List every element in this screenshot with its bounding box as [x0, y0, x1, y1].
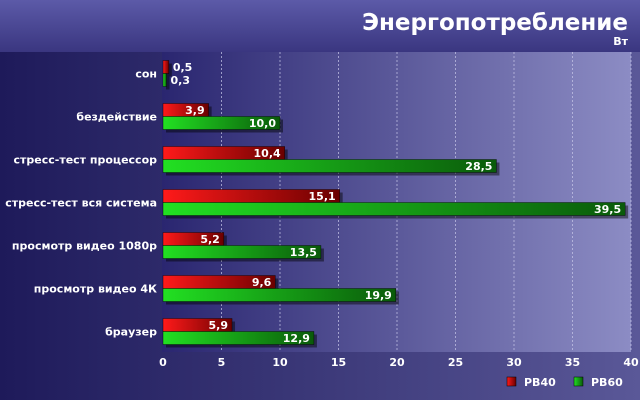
legend-label-pb40: PB40: [524, 376, 556, 389]
bar-pb60-value-label: 0,3: [171, 74, 191, 87]
legend: PB40 PB60: [506, 376, 623, 389]
header-band: [0, 0, 640, 52]
x-tick-labels: 0 5 10 15 20 25 30 35 40: [159, 356, 639, 369]
bar-pb40-value-label: 5,9: [209, 319, 229, 332]
bar-pb60-value-label: 39,5: [594, 203, 621, 216]
bar-pb60: [162, 159, 497, 173]
legend-swatch-pb40: [506, 376, 517, 387]
bar-pb40-value-label: 5,2: [200, 233, 220, 246]
bar-pb60-value-label: 19,9: [365, 289, 392, 302]
x-tick-label: 30: [506, 356, 522, 369]
x-tick-label: 10: [272, 356, 288, 369]
bar-pb60: [162, 73, 167, 87]
category-label: браузер: [105, 326, 157, 339]
bar-pb40-value-label: 0,5: [173, 61, 193, 74]
category-label: стресс-тест вся система: [5, 197, 157, 210]
legend-swatch-pb60: [573, 376, 584, 387]
x-tick-label: 35: [565, 356, 580, 369]
bar-pb60-value-label: 12,9: [283, 332, 310, 345]
bar-pb40-value-label: 15,1: [309, 190, 336, 203]
category-label: стресс-тест процессор: [13, 154, 157, 167]
bar-pb60-value-label: 13,5: [290, 246, 317, 259]
bar-pb60: [162, 288, 397, 302]
bar-pb60: [162, 202, 626, 216]
legend-label-pb60: PB60: [591, 376, 623, 389]
category-label: сон: [135, 68, 157, 81]
bar-pb60: [162, 116, 281, 130]
category-label: просмотр видео 1080р: [12, 240, 157, 253]
bars: 0,50,3 3,9 10,0 10,4 28,5 15,1 39,5 5,2 13,5 9,6 1…: [162, 60, 629, 348]
x-tick-label: 5: [218, 356, 226, 369]
bar-pb60: [162, 245, 322, 259]
bar-pb60-value-label: 28,5: [465, 160, 492, 173]
bar-pb60-value-label: 10,0: [249, 117, 276, 130]
chart-title: Энергопотребление: [362, 10, 628, 36]
gridlines: [221, 52, 632, 352]
category-label: просмотр видео 4К: [34, 283, 157, 296]
x-tick-label: 0: [159, 356, 167, 369]
x-tick-label: 15: [331, 356, 346, 369]
x-tick-label: 20: [389, 356, 405, 369]
category-labels: сон бездействие стресс-тест процессор стрес…: [5, 68, 157, 339]
x-tick-label: 25: [448, 356, 463, 369]
x-tick-label: 40: [623, 356, 639, 369]
bar-pb40: [162, 60, 170, 74]
bar-pb40-value-label: 3,9: [185, 104, 205, 117]
bar-pb60-shadow: [166, 76, 170, 90]
bar-pb60: [162, 331, 315, 345]
bar-pb40-value-label: 10,4: [254, 147, 281, 160]
chart-unit: Вт: [613, 35, 628, 48]
bar-pb40-value-label: 9,6: [252, 276, 272, 289]
category-label: бездействие: [76, 111, 157, 124]
